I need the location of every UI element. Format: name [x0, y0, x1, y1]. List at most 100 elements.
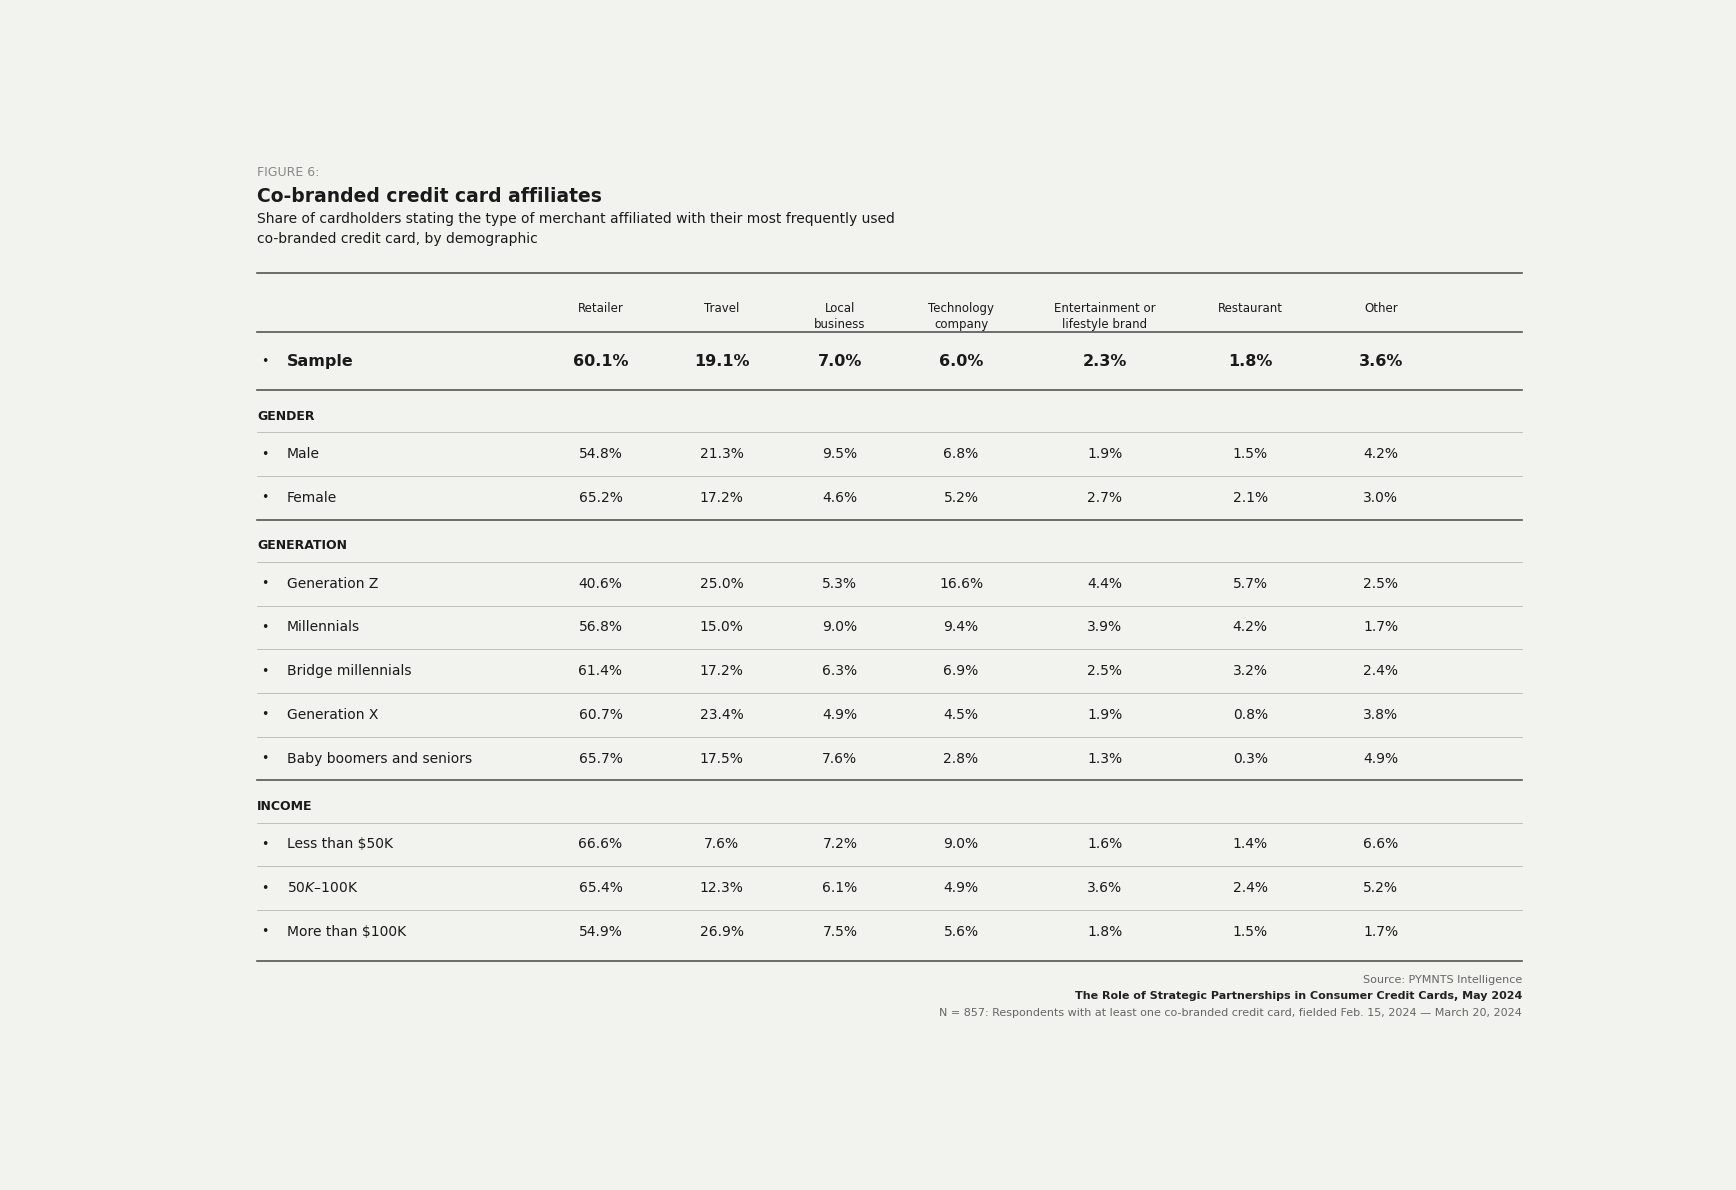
Text: FIGURE 6:: FIGURE 6: [257, 165, 319, 178]
Text: 4.2%: 4.2% [1233, 620, 1267, 634]
Text: 7.0%: 7.0% [818, 353, 863, 369]
Text: 6.8%: 6.8% [943, 447, 979, 461]
Text: 4.9%: 4.9% [823, 708, 858, 722]
Text: Sample: Sample [286, 353, 354, 369]
Text: 2.4%: 2.4% [1233, 881, 1267, 895]
Text: •: • [262, 882, 269, 895]
Text: 16.6%: 16.6% [939, 577, 983, 590]
Text: 6.6%: 6.6% [1363, 838, 1399, 851]
Text: 3.8%: 3.8% [1363, 708, 1397, 722]
Text: Baby boomers and seniors: Baby boomers and seniors [286, 752, 472, 765]
Text: 6.1%: 6.1% [823, 881, 858, 895]
Text: 4.6%: 4.6% [823, 490, 858, 505]
Text: 1.5%: 1.5% [1233, 447, 1267, 461]
Text: 12.3%: 12.3% [700, 881, 743, 895]
Text: 15.0%: 15.0% [700, 620, 743, 634]
Text: 23.4%: 23.4% [700, 708, 743, 722]
Text: 65.7%: 65.7% [578, 752, 623, 765]
Text: 5.2%: 5.2% [1363, 881, 1397, 895]
Text: 0.3%: 0.3% [1233, 752, 1267, 765]
Text: 2.8%: 2.8% [943, 752, 979, 765]
Text: 5.7%: 5.7% [1233, 577, 1267, 590]
Text: 7.6%: 7.6% [823, 752, 858, 765]
Text: Restaurant: Restaurant [1217, 302, 1283, 315]
Text: 4.9%: 4.9% [943, 881, 979, 895]
Text: 2.1%: 2.1% [1233, 490, 1267, 505]
Text: 17.5%: 17.5% [700, 752, 743, 765]
Text: 3.9%: 3.9% [1087, 620, 1123, 634]
Text: 3.6%: 3.6% [1087, 881, 1123, 895]
Text: GENERATION: GENERATION [257, 539, 347, 552]
Text: •: • [262, 708, 269, 721]
Text: 21.3%: 21.3% [700, 447, 743, 461]
Text: 1.3%: 1.3% [1087, 752, 1123, 765]
Text: 56.8%: 56.8% [578, 620, 623, 634]
Text: 2.5%: 2.5% [1363, 577, 1397, 590]
Text: 1.7%: 1.7% [1363, 925, 1397, 939]
Text: •: • [262, 838, 269, 851]
Text: Male: Male [286, 447, 319, 461]
Text: 0.8%: 0.8% [1233, 708, 1267, 722]
Text: 9.4%: 9.4% [943, 620, 979, 634]
Text: 65.2%: 65.2% [578, 490, 623, 505]
Text: Retailer: Retailer [578, 302, 623, 315]
Text: Technology
company: Technology company [929, 302, 995, 331]
Text: GENDER: GENDER [257, 409, 314, 422]
Text: 25.0%: 25.0% [700, 577, 743, 590]
Text: •: • [262, 355, 269, 368]
Text: Source: PYMNTS Intelligence: Source: PYMNTS Intelligence [1363, 975, 1522, 985]
Text: 2.5%: 2.5% [1087, 664, 1123, 678]
Text: •: • [262, 664, 269, 677]
Text: Millennials: Millennials [286, 620, 359, 634]
Text: 17.2%: 17.2% [700, 490, 743, 505]
Text: Local
business: Local business [814, 302, 866, 331]
Text: 4.4%: 4.4% [1087, 577, 1123, 590]
Text: 5.6%: 5.6% [943, 925, 979, 939]
Text: 54.8%: 54.8% [578, 447, 623, 461]
Text: 65.4%: 65.4% [578, 881, 623, 895]
Text: The Role of Strategic Partnerships in Consumer Credit Cards, May 2024: The Role of Strategic Partnerships in Co… [1075, 991, 1522, 1001]
Text: 1.4%: 1.4% [1233, 838, 1267, 851]
Text: 1.5%: 1.5% [1233, 925, 1267, 939]
Text: 4.2%: 4.2% [1363, 447, 1397, 461]
Text: •: • [262, 577, 269, 590]
Text: •: • [262, 926, 269, 939]
Text: 5.2%: 5.2% [943, 490, 979, 505]
Text: 4.9%: 4.9% [1363, 752, 1397, 765]
Text: Generation Z: Generation Z [286, 577, 378, 590]
Text: 1.9%: 1.9% [1087, 708, 1123, 722]
Text: •: • [262, 491, 269, 505]
Text: 2.4%: 2.4% [1363, 664, 1397, 678]
Text: 1.9%: 1.9% [1087, 447, 1123, 461]
Text: INCOME: INCOME [257, 800, 312, 813]
Text: •: • [262, 752, 269, 765]
Text: 6.3%: 6.3% [823, 664, 858, 678]
Text: Co-branded credit card affiliates: Co-branded credit card affiliates [257, 187, 602, 206]
Text: 26.9%: 26.9% [700, 925, 743, 939]
Text: 3.2%: 3.2% [1233, 664, 1267, 678]
Text: 6.9%: 6.9% [943, 664, 979, 678]
Text: Bridge millennials: Bridge millennials [286, 664, 411, 678]
Text: 6.0%: 6.0% [939, 353, 983, 369]
Text: 60.1%: 60.1% [573, 353, 628, 369]
Text: 9.0%: 9.0% [823, 620, 858, 634]
Text: 3.6%: 3.6% [1359, 353, 1403, 369]
Text: 1.8%: 1.8% [1087, 925, 1123, 939]
Text: 1.8%: 1.8% [1227, 353, 1272, 369]
Text: 9.0%: 9.0% [943, 838, 979, 851]
Text: 3.0%: 3.0% [1363, 490, 1397, 505]
Text: 7.6%: 7.6% [705, 838, 740, 851]
Text: N = 857: Respondents with at least one co-branded credit card, fielded Feb. 15, : N = 857: Respondents with at least one c… [939, 1008, 1522, 1017]
Text: Other: Other [1364, 302, 1397, 315]
Text: Entertainment or
lifestyle brand: Entertainment or lifestyle brand [1054, 302, 1156, 331]
Text: $50K–$100K: $50K–$100K [286, 881, 358, 895]
Text: Female: Female [286, 490, 337, 505]
Text: 40.6%: 40.6% [578, 577, 623, 590]
Text: 1.7%: 1.7% [1363, 620, 1397, 634]
Text: 66.6%: 66.6% [578, 838, 623, 851]
Text: •: • [262, 621, 269, 634]
Text: 7.2%: 7.2% [823, 838, 858, 851]
Text: 9.5%: 9.5% [823, 447, 858, 461]
Text: 54.9%: 54.9% [578, 925, 623, 939]
Text: 7.5%: 7.5% [823, 925, 858, 939]
